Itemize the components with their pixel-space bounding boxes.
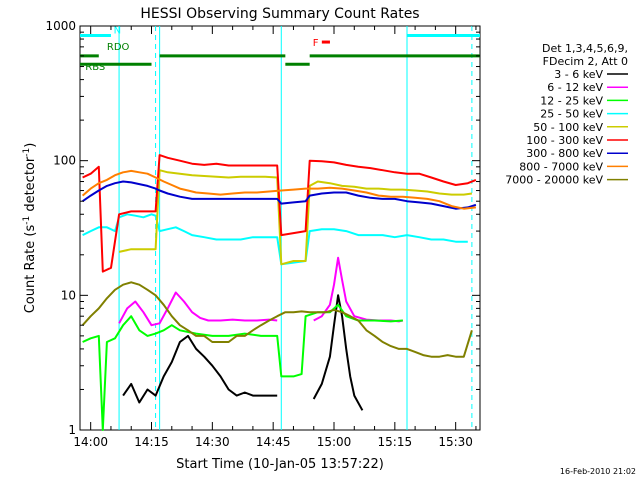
y-tick-label: 1 bbox=[68, 423, 76, 437]
series-line-7000-20000-kev bbox=[81, 281, 473, 358]
legend-label: 7000 - 20000 keV bbox=[505, 174, 603, 187]
state-label-n: N bbox=[114, 26, 121, 37]
legend: Det 1,3,4,5,6,9, FDecim 2, Att 0 3 - 6 k… bbox=[505, 42, 628, 187]
legend-label: 800 - 7000 keV bbox=[519, 160, 603, 173]
x-tick-label: 14:15 bbox=[134, 435, 169, 449]
plot-frame bbox=[79, 25, 481, 431]
x-tick-label: 15:00 bbox=[317, 435, 352, 449]
state-label-f: F bbox=[313, 38, 319, 49]
y-axis-label-part-2: -1 bbox=[22, 216, 32, 225]
series-line-100-300-kev bbox=[82, 154, 477, 273]
series-line-300-800-kev bbox=[82, 180, 477, 210]
legend-label: 3 - 6 keV bbox=[554, 68, 603, 81]
x-tick-label: 14:45 bbox=[256, 435, 291, 449]
x-tick-label: 14:30 bbox=[195, 435, 230, 449]
series-line-12-25-kev bbox=[82, 303, 403, 431]
y-axis-label: Count Rate (s-1 detector-1) bbox=[22, 143, 38, 314]
chart-title: HESSI Observing Summary Count Rates bbox=[140, 6, 419, 22]
series-line-800-7000-kev bbox=[81, 169, 477, 210]
series-line-25-50-kev bbox=[82, 213, 468, 266]
y-tick-label: 100 bbox=[53, 154, 76, 168]
x-axis-label: Start Time (10-Jan-05 13:57:22) bbox=[176, 457, 384, 472]
y-tick-label: 1000 bbox=[45, 19, 76, 33]
y-axis: 1 10 100 1000 bbox=[45, 19, 480, 437]
y-axis-label-part-5: ) bbox=[23, 143, 38, 148]
state-label-rbs: RBS bbox=[85, 62, 105, 73]
y-axis-label-part-4: -1 bbox=[22, 148, 32, 157]
x-tick-label: 15:30 bbox=[438, 435, 473, 449]
legend-label: 25 - 50 keV bbox=[540, 108, 603, 121]
legend-label: 50 - 100 keV bbox=[533, 121, 603, 134]
date-stamp: 16-Feb-2010 21:02 bbox=[560, 467, 636, 476]
vertical-markers bbox=[118, 26, 473, 430]
legend-header-line-2: FDecim 2, Att 0 bbox=[543, 55, 628, 68]
y-axis-label-part-3: detector bbox=[23, 156, 38, 216]
legend-label: 6 - 12 keV bbox=[547, 81, 603, 94]
legend-label: 12 - 25 keV bbox=[540, 94, 603, 107]
y-axis-label-part-1: Count Rate (s bbox=[23, 225, 38, 314]
x-axis: 14:00 14:15 14:30 14:45 15:00 15:15 15:30 bbox=[73, 26, 477, 449]
y-tick-label: 10 bbox=[61, 288, 76, 302]
legend-header-line-1: Det 1,3,4,5,6,9, bbox=[542, 42, 628, 55]
legend-label: 100 - 300 keV bbox=[526, 134, 603, 147]
series-layer bbox=[81, 154, 477, 431]
series-line-50-100-kev bbox=[118, 169, 473, 266]
x-tick-label: 15:15 bbox=[378, 435, 413, 449]
series-line-3-6-kev bbox=[122, 294, 364, 411]
state-label-rdo: RDO bbox=[107, 42, 130, 53]
legend-label: 300 - 800 keV bbox=[526, 147, 603, 160]
x-tick-label: 14:00 bbox=[73, 435, 108, 449]
